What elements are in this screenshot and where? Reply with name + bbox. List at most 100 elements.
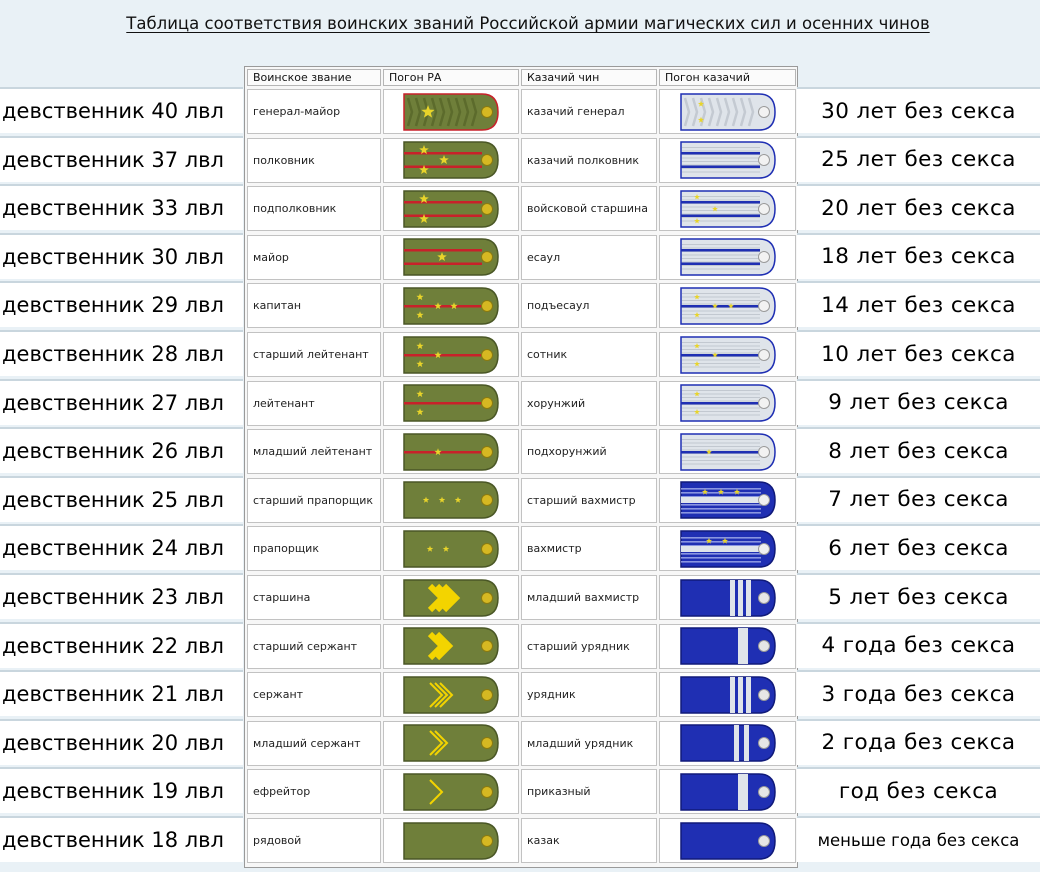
ra-strap-cell [383,575,519,620]
ra-shoulder-strap-icon [403,724,499,763]
cossack-shoulder-strap-icon [679,141,776,179]
virgin-level-row: девственник 40 лвл [0,87,243,133]
chevron-icon [439,681,454,708]
star-icon [697,116,704,123]
header-ra-strap: Погон РА [383,69,519,86]
star-icon [693,360,700,366]
button-icon [757,494,770,507]
cossack-strap-cell [659,332,796,377]
years-row: 9 лет без секса [797,378,1040,425]
button-icon [757,640,770,653]
virgin-level-row: девственник 33 лвл [0,184,243,231]
chevron-icon [429,681,444,708]
chevron-icon [441,583,461,612]
virgin-level-label: девственник 18 лвл [2,828,224,852]
cossack-rank-cell: урядник [521,672,657,718]
years-label: 20 лет без секса [821,195,1016,221]
ra-shoulder-strap-icon [403,335,499,374]
ra-shoulder-strap-icon [403,189,499,228]
star-icon [419,213,429,223]
button-icon [481,154,493,167]
header-cossack-strap: Погон казачий [659,69,796,86]
ra-strap-cell [383,186,519,232]
star-icon [426,545,434,552]
button-icon [757,542,770,555]
rank-cell: младший сержант [247,720,381,766]
rank-cell: младший лейтенант [247,429,381,475]
button-icon [757,202,770,215]
virgin-level-row: девственник 30 лвл [0,232,243,279]
star-icon [693,311,700,318]
button-icon [757,251,770,264]
button-icon [757,688,770,701]
button-icon [757,834,770,847]
star-icon [434,447,442,455]
years-label: 7 лет без секса [828,487,1009,513]
cossack-rank-cell: казачий генерал [521,89,657,134]
cossack-shoulder-strap-icon [679,189,776,228]
button-icon [757,785,770,798]
ra-shoulder-strap-icon [403,675,499,714]
virgin-level-row: девственник 20 лвл [0,718,243,765]
button-icon [481,299,493,312]
cossack-shoulder-strap-icon [679,724,776,763]
cossack-rank-cell: старший вахмистр [521,477,657,523]
cossack-shoulder-strap-icon [679,384,776,422]
star-icon [693,193,700,200]
chevron-icon [434,681,449,708]
star-icon [434,350,442,358]
rank-cell: прапорщик [247,526,381,572]
star-icon [705,537,712,544]
virgin-level-label: девственник 33 лвл [2,196,224,221]
years-label: 10 лет без секса [821,341,1016,367]
rank-cell: старшина [247,575,381,620]
years-label: 14 лет без секса [821,292,1016,318]
cossack-strap-cell [659,89,796,134]
years-row: год без секса [797,767,1040,814]
rank-cell: ефрейтор [247,769,381,815]
years-row: меньше года без секса [797,816,1040,862]
header-rank: Воинское звание [247,69,381,86]
ra-shoulder-strap-icon [403,627,499,665]
star-icon [442,545,450,552]
years-label: год без секса [838,778,999,804]
rank-cell: лейтенант [247,380,381,426]
virgin-level-row: девственник 26 лвл [0,427,243,474]
ra-strap-cell [383,623,519,669]
ra-strap-cell [383,332,519,377]
rank-cell: капитан [247,283,381,329]
button-icon [757,154,770,167]
years-label: 4 года без секса [821,633,1016,659]
button-icon [481,105,493,118]
ra-shoulder-strap-icon [403,578,499,617]
rank-cell: подполковник [247,186,381,232]
virgin-level-row: девственник 21 лвл [0,670,243,717]
star-icon [421,104,435,118]
virgin-level-label: девственник 24 лвл [2,536,224,561]
virgin-level-label: девственник 22 лвл [2,633,224,658]
cossack-shoulder-strap-icon [679,287,776,325]
ra-shoulder-strap-icon [403,530,499,568]
virgin-level-row: девственник 22 лвл [0,621,243,668]
rank-cell: старший лейтенант [247,332,381,377]
years-label: 25 лет без секса [821,147,1016,173]
chevron-icon [427,631,447,661]
button-icon [757,591,770,604]
virgin-level-row: девственник 28 лвл [0,330,243,376]
star-icon [437,252,447,262]
virgin-level-label: девственник 23 лвл [2,585,224,609]
star-icon [711,205,718,212]
cossack-rank-cell: приказный [521,769,657,815]
years-row: 6 лет без секса [797,524,1040,571]
button-icon [481,542,493,555]
chevron-icon [429,730,444,757]
cossack-strap-cell [659,575,796,620]
ra-shoulder-strap-icon [403,384,499,422]
years-label: 18 лет без секса [821,244,1016,270]
cossack-strap-cell [659,818,796,863]
ra-strap-cell [383,283,519,329]
virgin-level-label: девственник 28 лвл [2,342,224,366]
cossack-shoulder-strap-icon [679,578,776,617]
years-label: 2 года без секса [821,730,1016,756]
years-row: 2 года без секса [797,718,1040,765]
